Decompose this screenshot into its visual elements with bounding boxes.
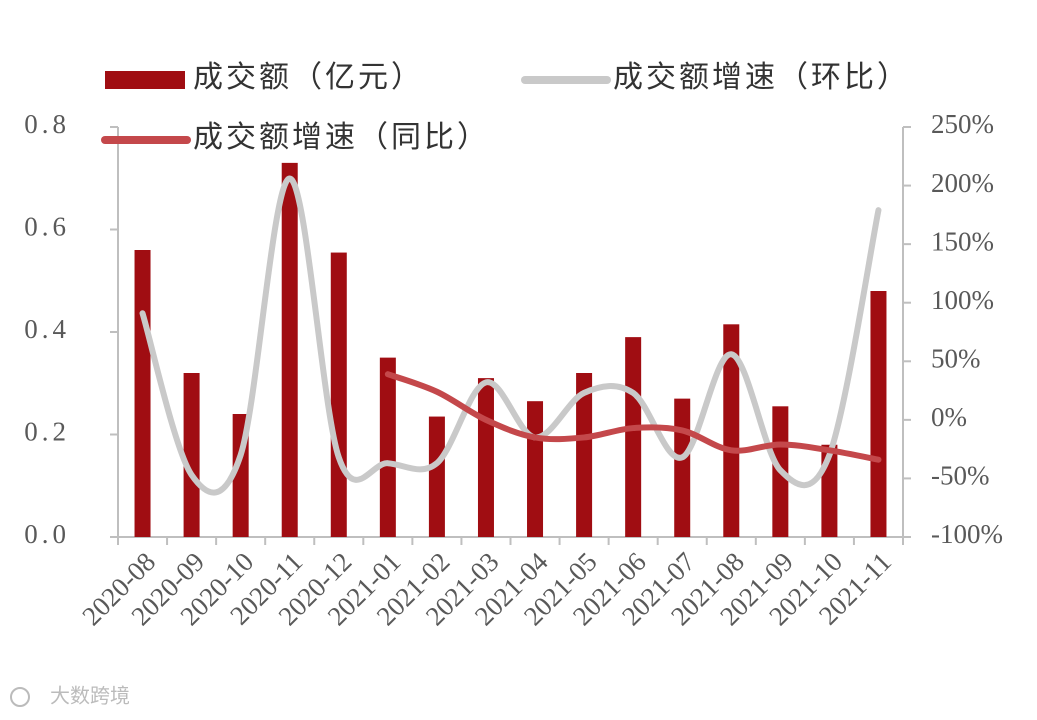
bar	[477, 378, 494, 537]
bar	[183, 373, 200, 537]
y2-tick-label: 250%	[931, 109, 994, 139]
watermark-icon	[10, 687, 30, 707]
y-tick-label: 0.2	[24, 417, 70, 447]
legend-swatch	[105, 71, 185, 89]
y2-tick-label: 100%	[931, 285, 994, 315]
bar	[379, 357, 396, 537]
bar	[723, 324, 740, 537]
line	[139, 175, 882, 496]
bar	[330, 252, 347, 537]
bar	[625, 337, 642, 537]
bar	[281, 162, 298, 537]
watermark: 大数跨境	[50, 685, 130, 708]
y-tick-label: 0.8	[24, 109, 70, 139]
bar	[428, 416, 445, 537]
y2-tick-label: 50%	[931, 343, 981, 373]
y2-tick-label: -50%	[931, 461, 989, 491]
y2-tick-label: 200%	[931, 168, 994, 198]
y2-tick-label: 0%	[931, 402, 967, 432]
bar	[674, 398, 691, 537]
y-tick-label: 0.0	[24, 519, 70, 549]
y-tick-label: 0.4	[24, 314, 70, 344]
line	[384, 371, 882, 463]
legend-label: 成交额增速（同比）	[193, 121, 490, 154]
y-tick-label: 0.6	[24, 212, 70, 242]
legend-label: 成交额（亿元）	[193, 61, 424, 94]
y2-tick-label: 150%	[931, 226, 994, 256]
bar	[527, 401, 544, 537]
legend-label: 成交额增速（环比）	[613, 61, 910, 94]
bar	[134, 250, 151, 537]
y2-tick-label: -100%	[931, 519, 1003, 549]
bar	[576, 373, 593, 537]
bar	[870, 291, 887, 537]
